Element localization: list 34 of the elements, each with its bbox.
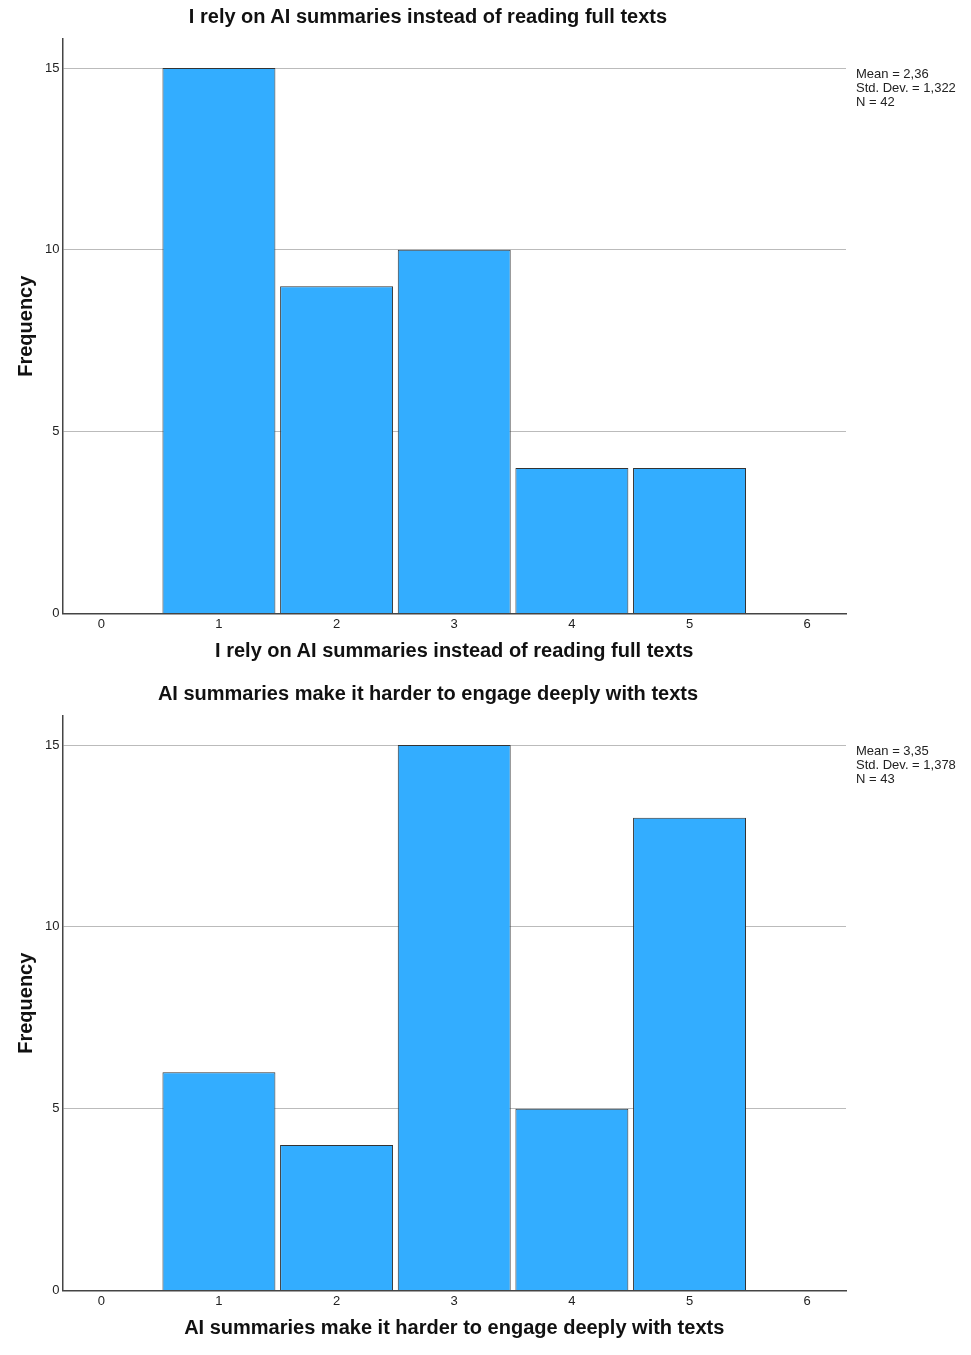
text: N = 42 bbox=[856, 94, 895, 110]
y-tick-label: 0 bbox=[52, 1281, 60, 1297]
text: N = 43 bbox=[856, 771, 895, 787]
y-tick-label: 5 bbox=[52, 423, 60, 439]
x-tick-label: 1 bbox=[215, 615, 223, 631]
y-tick-label: 15 bbox=[44, 59, 60, 75]
y-tick-label: 10 bbox=[44, 241, 60, 257]
text: Mean = 3,35 bbox=[856, 743, 929, 759]
y-tick-label: 5 bbox=[52, 1100, 60, 1116]
x-axis-title: I rely on AI summaries instead of reading full texts bbox=[215, 638, 694, 661]
x-tick-label: 1 bbox=[215, 1292, 223, 1308]
x-tick-label: 4 bbox=[568, 615, 576, 631]
x-tick-label: 2 bbox=[332, 1292, 341, 1308]
x-tick-label: 6 bbox=[803, 615, 811, 631]
chart-title: I rely on AI summaries instead of reading full texts bbox=[188, 4, 668, 27]
text: Std. Dev. = 1,378 bbox=[856, 757, 956, 773]
text: Mean = 2,36 bbox=[856, 66, 929, 82]
y-tick-label: 0 bbox=[52, 604, 60, 620]
x-tick-label: 3 bbox=[450, 1292, 458, 1308]
y-axis-title: Frequency bbox=[13, 951, 36, 1054]
x-tick-label: 5 bbox=[685, 1292, 694, 1308]
x-tick-label: 6 bbox=[803, 1292, 811, 1308]
x-tick-label: 5 bbox=[685, 615, 694, 631]
x-tick-label: 0 bbox=[97, 1292, 105, 1308]
text: Std. Dev. = 1,322 bbox=[856, 80, 956, 96]
y-axis-title: Frequency bbox=[13, 274, 36, 377]
x-tick-label: 3 bbox=[450, 615, 458, 631]
x-tick-label: 2 bbox=[332, 615, 341, 631]
x-tick-label: 4 bbox=[568, 1292, 576, 1308]
y-tick-label: 10 bbox=[44, 918, 60, 934]
chart-title: AI summaries make it harder to engage deeply with texts bbox=[157, 681, 699, 704]
x-axis-title: AI summaries make it harder to engage deeply with texts bbox=[184, 1315, 725, 1338]
y-tick-label: 15 bbox=[44, 736, 60, 752]
x-tick-label: 0 bbox=[97, 615, 105, 631]
